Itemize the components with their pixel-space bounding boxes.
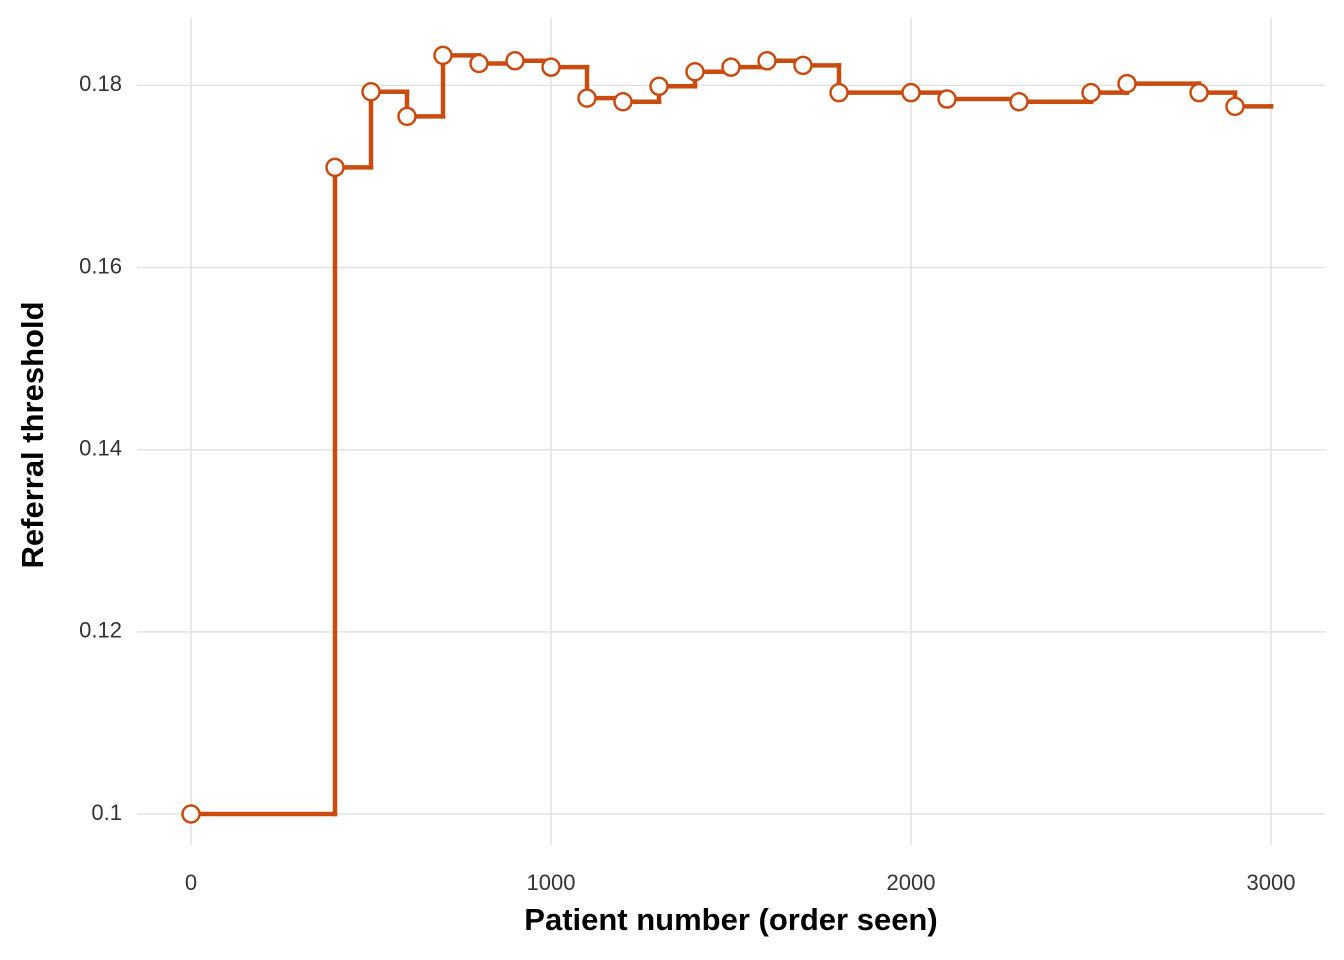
point — [1081, 82, 1101, 103]
point — [829, 82, 849, 103]
point — [181, 804, 201, 824]
point — [361, 82, 381, 102]
point — [505, 51, 525, 71]
point — [541, 57, 561, 77]
x-axis-title: Patient number (order seen) — [524, 902, 937, 937]
y-tick-label: 0.18 — [79, 71, 122, 96]
y-axis-title: Referral threshold — [15, 301, 50, 568]
point — [937, 89, 957, 109]
y-tick-label: 0.12 — [79, 618, 122, 643]
point — [1189, 82, 1209, 103]
point — [577, 88, 597, 108]
y-tick-label: 0.1 — [91, 800, 122, 825]
x-tick-label: 0 — [185, 870, 197, 895]
point — [721, 57, 741, 77]
point — [901, 82, 921, 103]
x-tick-label: 1000 — [527, 870, 576, 895]
x-tick-label: 2000 — [887, 870, 936, 895]
point — [433, 45, 453, 66]
point — [793, 55, 813, 76]
y-tick-label: 0.16 — [79, 253, 122, 278]
point — [1009, 92, 1029, 112]
point — [1117, 73, 1137, 94]
y-tick-label: 0.14 — [79, 436, 122, 461]
x-tick-label: 3000 — [1247, 870, 1296, 895]
point — [397, 106, 417, 127]
point — [1225, 96, 1245, 117]
point — [685, 61, 705, 82]
point — [613, 92, 633, 112]
point — [469, 53, 489, 74]
point — [649, 76, 669, 97]
point — [757, 51, 777, 71]
point — [325, 157, 345, 178]
